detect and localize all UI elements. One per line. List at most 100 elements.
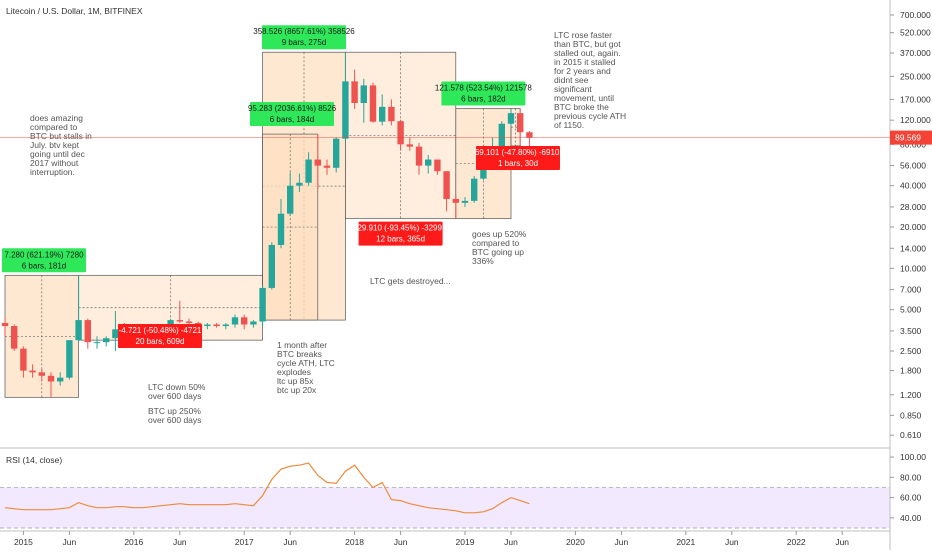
- candle-body: [241, 317, 248, 325]
- annotation-line: btc up 20x: [277, 385, 317, 395]
- annotation-line: than BTC, but got: [554, 39, 621, 49]
- price-tick-label: 14.000: [900, 243, 926, 253]
- annotation-line: does amazing: [30, 113, 83, 123]
- note-july: does amazing compared to BTC but stalls in…: [30, 113, 92, 177]
- candle-body: [333, 138, 340, 168]
- range-label-text: -4.721 (-50.48%) -4721: [119, 326, 202, 335]
- annotation-line: significant: [554, 84, 592, 94]
- candle-body: [415, 146, 423, 166]
- candle-body: [498, 123, 505, 151]
- price-tick-label: 56.000: [900, 161, 926, 171]
- annotation-line: going until dec: [30, 149, 86, 159]
- candle-body: [480, 161, 487, 179]
- annotation-line: 1 month after: [277, 340, 327, 350]
- range-label-box: [441, 81, 526, 106]
- range-label-text: -329.910 (-93.45%) -329910: [350, 224, 451, 233]
- annotation-line: interruption.: [30, 167, 75, 177]
- rsi-tick-label: 40.00: [900, 513, 922, 523]
- candle-body: [507, 113, 515, 124]
- range-label-text: 95.283 (2036.61%) 8526: [248, 104, 337, 113]
- price-tick-label: 28.000: [900, 202, 926, 212]
- candle-body: [231, 317, 239, 325]
- candle-body: [167, 320, 174, 328]
- time-tick-label: Jun: [394, 537, 408, 547]
- candle-body: [204, 324, 211, 327]
- candle-body: [259, 287, 266, 322]
- time-tick-label: 2019: [456, 537, 475, 547]
- annotation-line: LTC gets destroyed...: [370, 276, 451, 286]
- time-tick-label: 2021: [676, 537, 695, 547]
- candle-body: [461, 200, 469, 203]
- chart-title: Litecoin / U.S. Dollar, 1M, BITFINEX: [6, 6, 143, 16]
- range-label-sub: 6 bars, 182d: [461, 94, 505, 103]
- price-tick-label: 120.000: [900, 115, 931, 125]
- range-label-sub: 6 bars, 184d: [270, 115, 314, 124]
- candle-body: [29, 370, 36, 373]
- note-ath: 1 month after BTC breaks cycle ATH, LTC exp…: [277, 340, 335, 377]
- annotation-line: over 600 days: [148, 391, 201, 401]
- time-tick-label: 2022: [787, 537, 806, 547]
- annotation-line: of 1150.: [554, 120, 584, 130]
- time-tick-label: 2015: [14, 537, 33, 547]
- candle-body: [323, 165, 331, 168]
- annotation-line: in 2015 it stalled: [554, 57, 616, 67]
- annotation-line: compared to: [30, 122, 78, 132]
- time-tick-label: Jun: [283, 537, 297, 547]
- rsi-tick-label: 60.00: [900, 493, 922, 503]
- rsi-tick-label: 100.00: [900, 452, 926, 462]
- annotation-line: 2017 without: [30, 158, 79, 168]
- candle-body: [1, 322, 9, 327]
- rsi-tick-label: 80.00: [900, 472, 922, 482]
- range-label-sub: 9 bars, 275d: [282, 38, 326, 47]
- range-label-sub: 12 bars, 365d: [376, 235, 425, 244]
- rsi-line: [4, 462, 530, 514]
- candle-body: [379, 106, 386, 122]
- price-tick-label: 520.000: [900, 28, 931, 38]
- price-tick-label: 0.610: [900, 430, 922, 440]
- annotation-line: BTC going up: [472, 247, 524, 257]
- range-label-box: [118, 324, 202, 348]
- candle-body: [176, 320, 183, 322]
- annotation-line: 336%: [472, 256, 494, 266]
- range-label-text: 7.280 (621.19%) 7280: [4, 250, 84, 259]
- candle-body: [342, 81, 349, 139]
- candle-body: [296, 182, 303, 186]
- candle-body: [406, 144, 413, 147]
- candle-body: [112, 329, 119, 339]
- candle-body: [268, 244, 275, 288]
- candle-body: [434, 159, 441, 172]
- price-tick-label: 20.000: [900, 222, 926, 232]
- annotation-line: BTC broke the: [554, 102, 609, 112]
- annotation-line: previous cycle ATH: [554, 111, 626, 121]
- note-btc-up: BTC up 250% over 600 days: [148, 406, 201, 425]
- price-tick-label: 7.000: [900, 285, 922, 295]
- last-price-label: 89.569: [895, 133, 921, 143]
- candle-body: [277, 213, 285, 245]
- candle-body: [351, 81, 358, 104]
- time-tick-label: Jun: [615, 537, 629, 547]
- candle-body: [185, 321, 193, 323]
- candle-body: [84, 320, 91, 343]
- annotation-line: ltc up 85x: [277, 376, 314, 386]
- price-tick-label: 5.000: [900, 305, 922, 315]
- annotation-line: LTC rose faster: [554, 30, 612, 40]
- price-tick-label: 40.000: [900, 181, 926, 191]
- annotation-line: for 2 years and: [554, 66, 611, 76]
- price-tick-label: 1.800: [900, 366, 922, 376]
- candle-body: [250, 321, 257, 325]
- note-ltc-down: LTC down 50% over 600 days: [148, 382, 206, 401]
- annotation-line: compared to: [472, 238, 520, 248]
- annotation-line: BTC but stalls in: [30, 131, 92, 141]
- candle-body: [388, 106, 395, 122]
- annotation-line: movement, until: [554, 93, 614, 103]
- time-tick-label: Jun: [504, 537, 518, 547]
- price-tick-label: 3.500: [900, 326, 922, 336]
- annotation-line: BTC up 250%: [148, 406, 201, 416]
- candle-body: [75, 320, 82, 341]
- range-label-box: [476, 146, 560, 170]
- note-destroyed: LTC gets destroyed...: [370, 276, 451, 286]
- range-label-sub: 1 bars, 30d: [498, 159, 538, 168]
- annotation-line: stalled out, again.: [554, 48, 621, 58]
